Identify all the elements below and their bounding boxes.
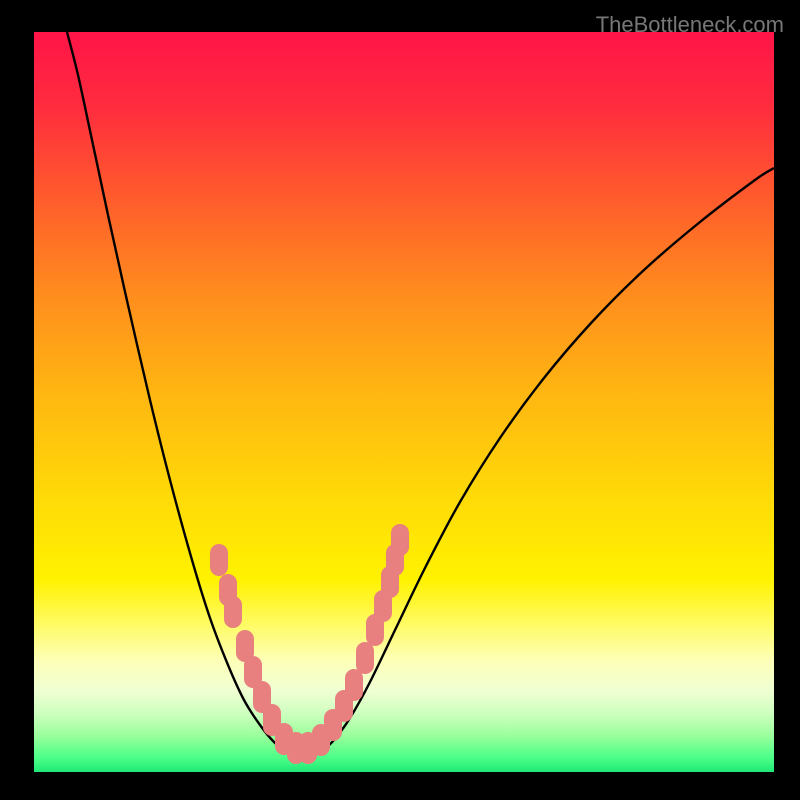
plot-area [34, 32, 774, 772]
chart-canvas: TheBottleneck.com [0, 0, 800, 800]
